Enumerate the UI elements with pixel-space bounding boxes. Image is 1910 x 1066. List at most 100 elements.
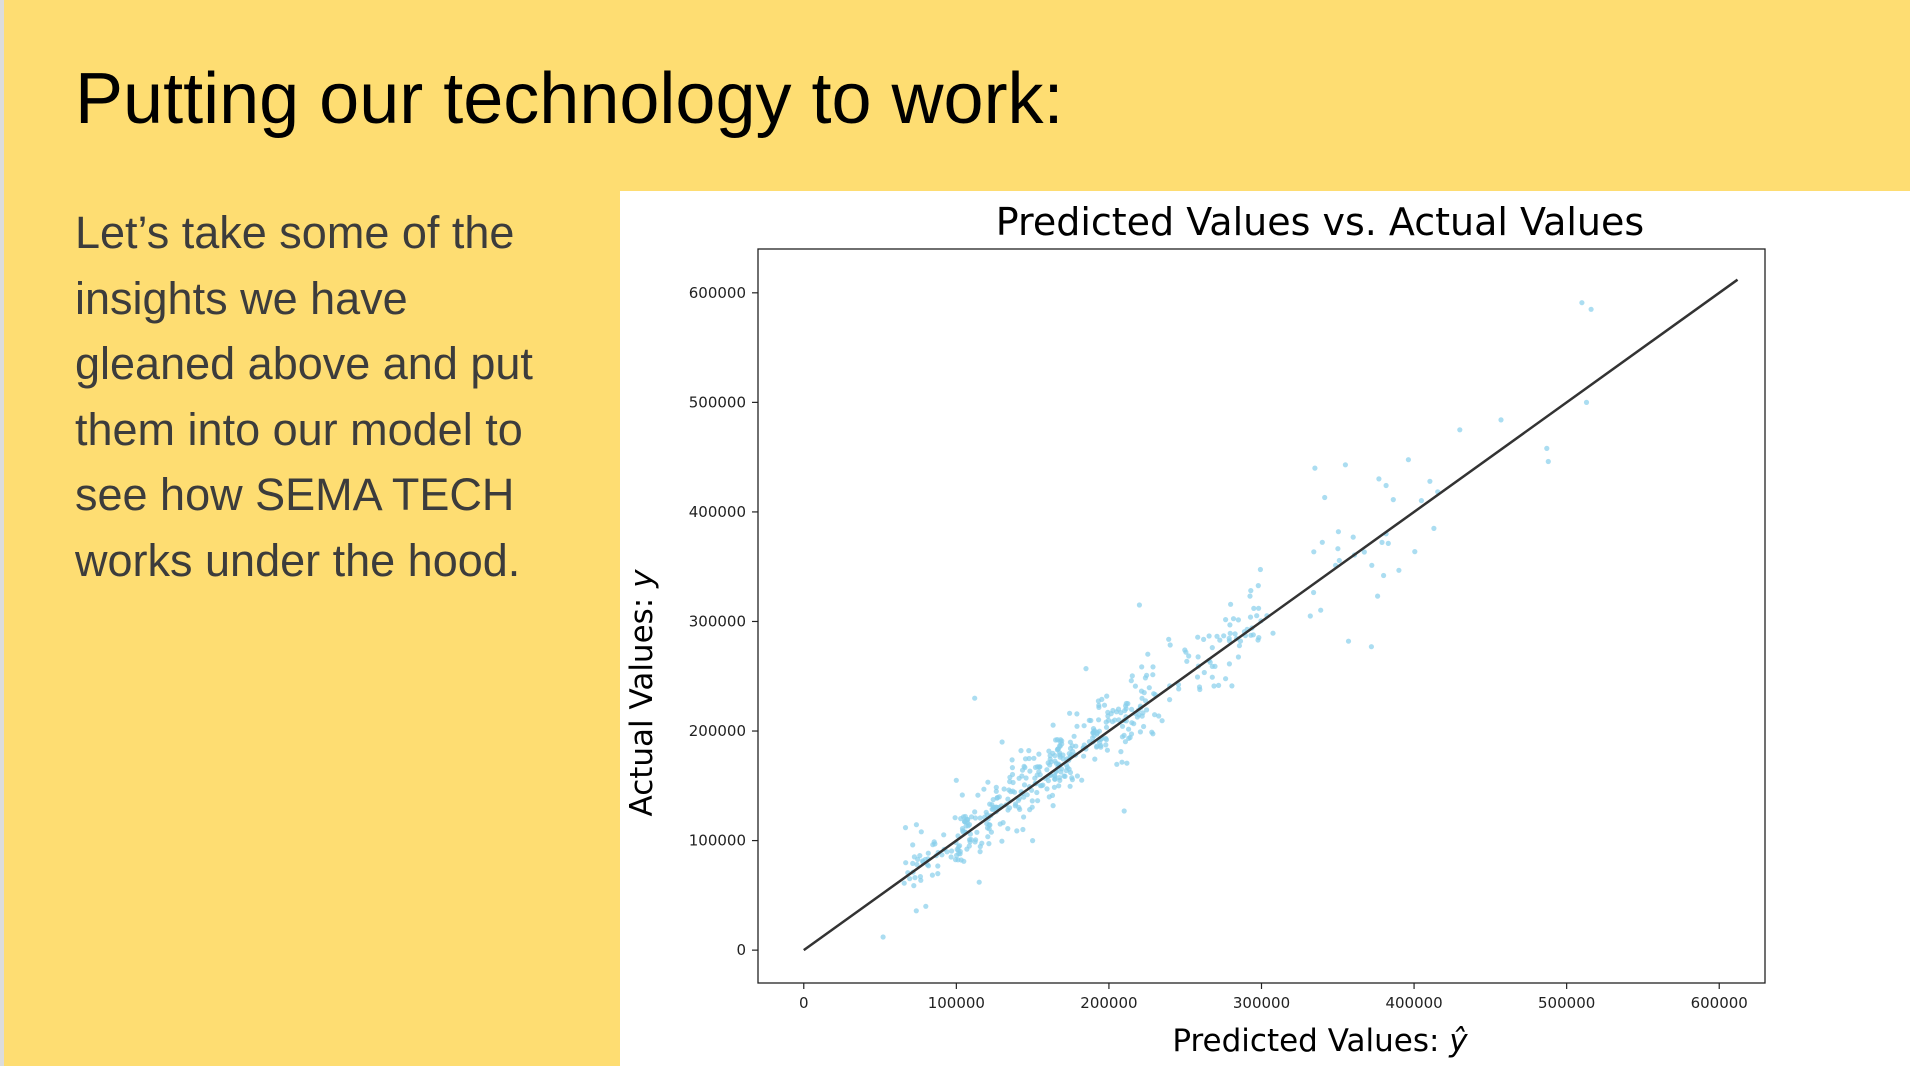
scatter-point <box>1021 814 1027 820</box>
scatter-point <box>1121 808 1127 814</box>
scatter-point <box>1026 755 1032 762</box>
scatter-point <box>1129 706 1135 713</box>
scatter-point <box>1079 777 1085 783</box>
scatter-point <box>902 825 909 831</box>
scatter-point <box>901 880 907 886</box>
scatter-point <box>1381 572 1387 579</box>
scatter-point <box>1044 767 1050 773</box>
scatter-point <box>1071 733 1077 739</box>
scatter-point <box>1005 796 1011 802</box>
y-axis-label-text: Actual Values: <box>624 588 660 817</box>
scatter-point <box>1034 764 1041 770</box>
scatter-point <box>1379 539 1385 545</box>
scatter-point <box>1194 674 1201 680</box>
scatter-point <box>1230 616 1237 622</box>
scatter-point <box>952 857 959 863</box>
scatter-point <box>1129 720 1135 726</box>
scatter-point <box>994 795 1000 801</box>
scatter-point <box>1383 482 1389 489</box>
scatter-point <box>948 854 954 860</box>
x-axis-ticks: 0 100000 200000 300000 400000 500000 600000 <box>799 983 1748 1012</box>
scatter-point <box>929 872 935 878</box>
scatter-point <box>1498 417 1504 423</box>
scatter-point <box>932 841 938 847</box>
scatter-point <box>1211 683 1217 689</box>
scatter-point <box>910 860 916 867</box>
scatter-point <box>956 850 962 857</box>
scatter-point <box>1126 726 1132 732</box>
scatter-point <box>1050 750 1056 756</box>
slide-left-border <box>0 0 4 1066</box>
scatter-point <box>975 792 981 798</box>
scatter-point <box>1070 748 1076 755</box>
scatter-point <box>1123 700 1129 707</box>
scatter-point <box>1128 678 1134 684</box>
scatter-point <box>1034 789 1040 796</box>
scatter-point <box>1056 775 1062 781</box>
scatter-point <box>903 860 909 866</box>
scatter-point <box>1427 478 1433 484</box>
scatter-point <box>1045 778 1051 784</box>
scatter-point <box>977 843 983 850</box>
chart-title: Predicted Values vs. Actual Values <box>996 200 1644 244</box>
scatter-point <box>963 819 969 825</box>
y-tick-label: 300000 <box>689 612 746 630</box>
scatter-point <box>1074 773 1080 779</box>
scatter-point <box>1405 457 1411 463</box>
x-tick-label: 200000 <box>1080 994 1137 1012</box>
scatter-point <box>1118 749 1124 755</box>
scatter-point <box>1579 300 1585 306</box>
scatter-point <box>1336 557 1342 564</box>
scatter-point <box>1206 633 1212 639</box>
scatter-point <box>1311 589 1317 596</box>
scatter-point <box>913 908 919 914</box>
y-axis-label-symbol: y <box>624 569 660 589</box>
scatter-point <box>1030 838 1036 844</box>
scatter-point <box>957 843 963 849</box>
scatter-point <box>917 874 923 880</box>
slide-body-text: Let’s take some of the insights we have … <box>75 200 615 593</box>
scatter-point <box>1186 653 1192 659</box>
scatter-point <box>1095 698 1101 704</box>
body-line: see how SEMA TECH <box>75 469 515 520</box>
scatter-point <box>1067 739 1073 745</box>
scatter-point <box>1431 525 1437 531</box>
scatter-point <box>954 846 960 853</box>
scatter-point <box>1311 549 1317 555</box>
scatter-point <box>987 801 993 807</box>
scatter-point <box>1104 747 1110 753</box>
scatter-point <box>1418 498 1424 504</box>
scatter-point <box>1039 783 1045 789</box>
scatter-point <box>1376 476 1382 482</box>
scatter-point <box>964 846 970 852</box>
scatter-point <box>1050 722 1056 728</box>
scatter-point <box>959 826 966 832</box>
scatter-point <box>1229 683 1235 689</box>
scatter-point <box>1031 755 1037 761</box>
scatter-point <box>1226 661 1232 667</box>
y-tick-label: 500000 <box>689 393 746 411</box>
scatter-point <box>972 839 978 845</box>
scatter-point <box>972 695 978 701</box>
body-line: works under the hood. <box>75 534 521 586</box>
scatter-point <box>1046 748 1052 754</box>
scatter-point <box>1390 497 1396 503</box>
scatter-point <box>1150 664 1156 670</box>
scatter-point <box>962 813 968 820</box>
scatter-point <box>953 777 959 783</box>
scatter-point <box>918 829 924 835</box>
scatter-point <box>935 863 941 869</box>
scatter-point <box>1136 602 1142 608</box>
scatter-point <box>1141 690 1147 696</box>
scatter-point <box>1074 711 1080 717</box>
scatter-point <box>999 739 1005 745</box>
scatter-point <box>914 861 920 868</box>
scatter-point <box>1201 636 1207 642</box>
scatter-point <box>1322 494 1328 501</box>
scatter-point <box>1036 751 1042 757</box>
scatter-point <box>1214 633 1220 639</box>
scatter-point <box>1069 775 1075 781</box>
scatter-point <box>1123 706 1129 712</box>
x-tick-label: 300000 <box>1233 994 1290 1012</box>
slide-title: Putting our technology to work: <box>75 59 1064 139</box>
